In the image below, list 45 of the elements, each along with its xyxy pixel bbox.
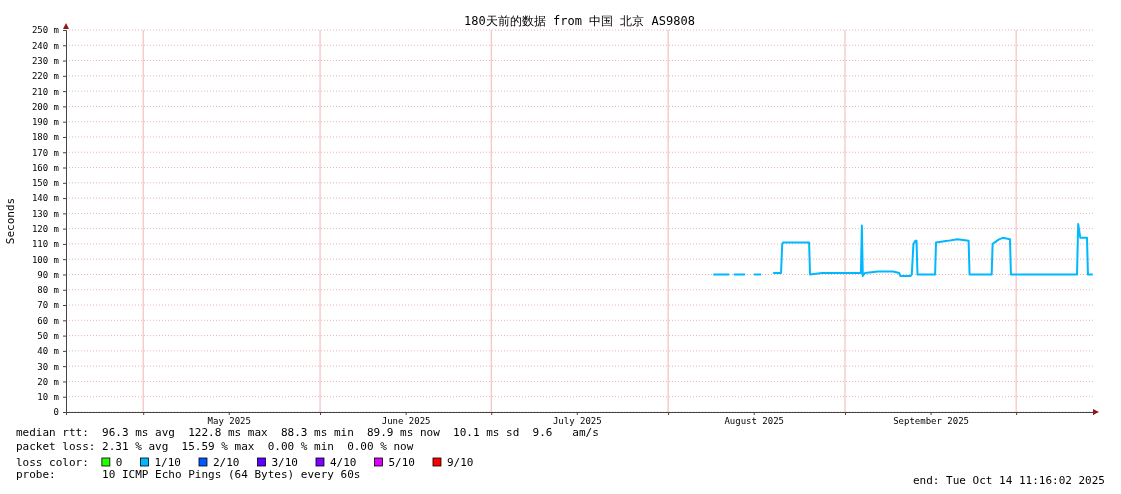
- legend-label: 1/10: [154, 456, 181, 469]
- y-tick-label: 190 m: [31, 117, 59, 128]
- y-tick-label: 110 m: [31, 239, 59, 250]
- y-tick-label: 40 m: [37, 346, 59, 357]
- legend-label: 2/10: [212, 456, 240, 469]
- y-axis-title: Seconds: [4, 197, 17, 245]
- y-tick-label: 60 m: [37, 315, 59, 326]
- x-tick-label: August 2025: [724, 416, 784, 427]
- y-tick-label: 10 m: [37, 392, 59, 403]
- x-tick-label: May 2025: [207, 416, 251, 427]
- chart-title: 180天前的数据 from 中国 北京 AS9808: [464, 14, 695, 28]
- y-tick-label: 70 m: [37, 300, 59, 311]
- y-tick-label: 100 m: [31, 254, 59, 265]
- legend-label: 4/10: [329, 456, 357, 469]
- legend-label: 9/10: [446, 456, 474, 469]
- legend-label: 5/10: [388, 456, 415, 469]
- y-tick-label: 80 m: [37, 285, 59, 296]
- x-tick-label: July 2025: [552, 416, 602, 427]
- y-tick-label: 180 m: [31, 132, 59, 143]
- legend-label: 3/10: [271, 456, 298, 469]
- y-tick-label: 50 m: [37, 330, 59, 341]
- text: packet loss: 2.31 % avg 15.59 % max 0.00 % min 0.00 % now: [16, 440, 414, 453]
- text: probe: 10 ICMP Echo Pings (64 Bytes) every 60s: [16, 468, 361, 481]
- y-tick-label: 30 m: [37, 361, 59, 372]
- text: median rtt: 96.3 ms avg 122.8 ms max 88.3 ms min 89.9 ms now 10.1 ms sd 9.6 am/s: [16, 426, 599, 439]
- y-tick-label: 200 m: [31, 101, 59, 112]
- x-tick-label: June 2025: [381, 416, 431, 427]
- y-tick-label: 120 m: [31, 224, 59, 235]
- y-tick-label: 250 m: [31, 25, 59, 36]
- y-tick-label: 130 m: [31, 208, 59, 219]
- x-tick-label: September 2025: [893, 416, 969, 427]
- y-tick-label: 150 m: [31, 178, 59, 189]
- legend-title: loss color:: [16, 456, 89, 469]
- y-tick-label: 140 m: [31, 193, 59, 204]
- legend-label: 0: [115, 456, 123, 469]
- y-tick-label: 0: [53, 407, 59, 418]
- y-tick-label: 90 m: [37, 269, 59, 280]
- y-tick-label: 160 m: [31, 162, 59, 173]
- y-tick-label: 230 m: [31, 55, 59, 66]
- y-tick-label: 170 m: [31, 147, 59, 158]
- y-tick-label: 210 m: [31, 86, 59, 97]
- y-tick-label: 20 m: [37, 376, 59, 387]
- text: end: Tue Oct 14 11:16:02 2025: [912, 474, 1105, 487]
- y-tick-label: 220 m: [31, 71, 59, 82]
- y-tick-label: 240 m: [31, 40, 59, 51]
